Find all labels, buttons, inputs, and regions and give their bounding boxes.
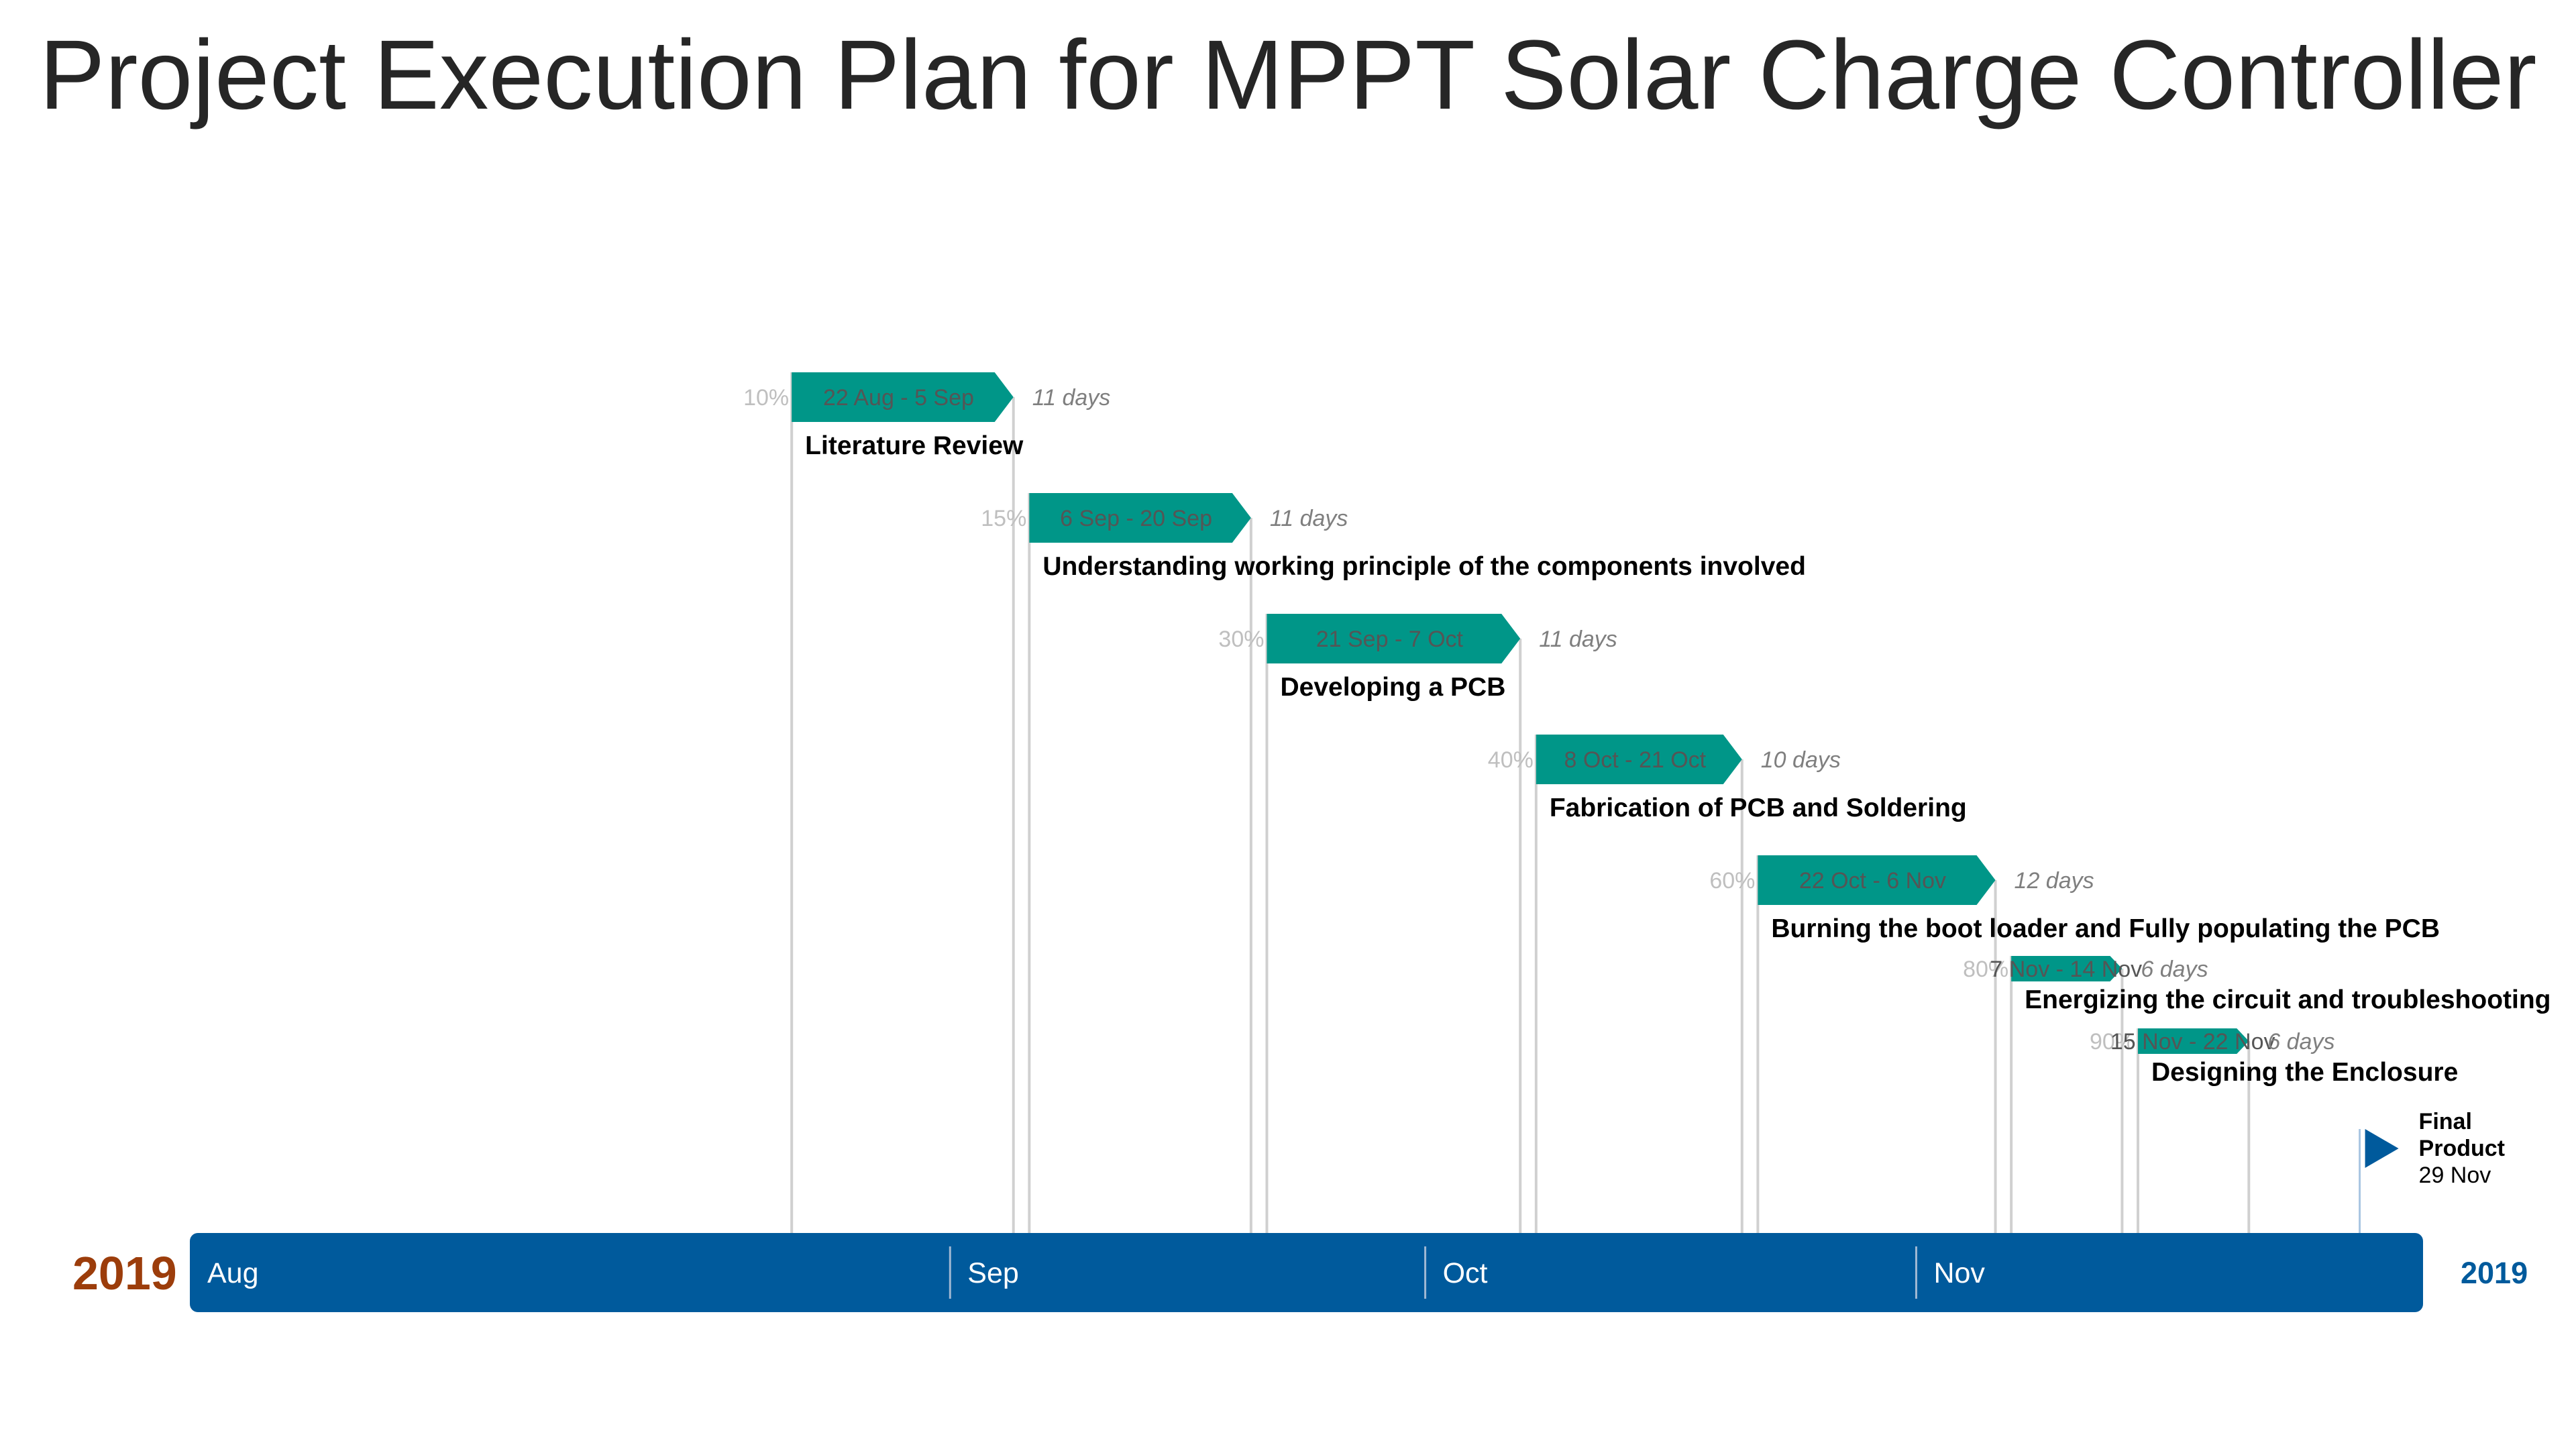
task-name: Understanding working principle of the c… xyxy=(1042,552,1806,581)
month-label: Sep xyxy=(967,1257,1019,1289)
timeline-band xyxy=(190,1233,2423,1312)
task-percent: 80% xyxy=(1963,957,2008,982)
task-duration: 11 days xyxy=(1032,385,1111,411)
milestone-flag-icon xyxy=(2365,1129,2399,1168)
task-duration: 11 days xyxy=(1270,506,1348,531)
task-dates: 7 Nov - 14 Nov xyxy=(1990,957,2142,982)
chart-title: Project Execution Plan for MPPT Solar Ch… xyxy=(39,20,2537,130)
task-name: Literature Review xyxy=(805,431,1024,460)
task-percent: 15% xyxy=(981,506,1026,531)
task-percent: 90% xyxy=(2090,1029,2135,1055)
milestone-label-line2: Product xyxy=(2419,1136,2505,1161)
task-percent: 60% xyxy=(1709,868,1755,894)
connector-lines xyxy=(790,372,2251,1233)
task-duration: 12 days xyxy=(2015,868,2094,894)
task-row[interactable]: 60% 22 Oct - 6 Nov 12 days Burning the boot… xyxy=(1709,855,2440,943)
task-name: Designing the Enclosure xyxy=(2151,1058,2458,1087)
task-percent: 30% xyxy=(1218,627,1264,652)
task-duration: 11 days xyxy=(1539,627,1617,652)
year-label-right: 2019 xyxy=(2461,1256,2528,1290)
task-dates: 22 Oct - 6 Nov xyxy=(1799,868,1946,894)
task-row[interactable]: 30% 21 Sep - 7 Oct 11 days Developing a PCB xyxy=(1218,614,1617,702)
task-dates: 22 Aug - 5 Sep xyxy=(823,385,974,411)
task-name: Burning the boot loader and Fully popula… xyxy=(1771,914,2440,943)
task-percent: 10% xyxy=(743,385,789,411)
month-label: Oct xyxy=(1443,1257,1488,1289)
task-bar[interactable] xyxy=(1029,493,1251,543)
task-dates: 8 Oct - 21 Oct xyxy=(1564,747,1706,773)
task-bar[interactable] xyxy=(2011,956,2123,981)
task-dates: 15 Nov - 22 Nov xyxy=(2110,1029,2275,1055)
task-name: Developing a PCB xyxy=(1280,673,1505,702)
task-percent: 40% xyxy=(1488,747,1534,773)
task-bar[interactable] xyxy=(2138,1028,2249,1054)
task-name: Fabrication of PCB and Soldering xyxy=(1550,794,1967,822)
task-row[interactable]: 10% 22 Aug - 5 Sep 11 days Literature Revie… xyxy=(743,372,1110,460)
task-name: Energizing the circuit and troubleshooti… xyxy=(2025,985,2551,1014)
task-duration: 10 days xyxy=(1761,747,1841,773)
task-bar[interactable] xyxy=(1267,614,1521,663)
task-duration: 6 days xyxy=(2267,1029,2334,1055)
task-row[interactable]: 15% 6 Sep - 20 Sep 11 days Understanding wo… xyxy=(981,493,1806,581)
task-rows: 10% 22 Aug - 5 Sep 11 days Literature Revie… xyxy=(743,372,2551,1087)
task-dates: 21 Sep - 7 Oct xyxy=(1316,627,1464,652)
milestone-date: 29 Nov xyxy=(2419,1163,2491,1188)
year-label-left: 2019 xyxy=(72,1247,177,1299)
task-bar[interactable] xyxy=(1758,855,1996,905)
task-bar[interactable] xyxy=(792,372,1014,422)
month-label: Nov xyxy=(1933,1257,1985,1289)
task-duration: 6 days xyxy=(2141,957,2208,982)
timeline-axis: Aug Sep Oct Nov 2019 2019 xyxy=(72,1233,2528,1312)
milestone-label-line1: Final xyxy=(2419,1109,2472,1134)
task-row[interactable]: 40% 8 Oct - 21 Oct 10 days Fabrication of P… xyxy=(1488,735,1967,822)
month-label: Aug xyxy=(207,1257,259,1289)
task-dates: 6 Sep - 20 Sep xyxy=(1060,506,1212,531)
task-bar[interactable] xyxy=(1536,735,1742,784)
